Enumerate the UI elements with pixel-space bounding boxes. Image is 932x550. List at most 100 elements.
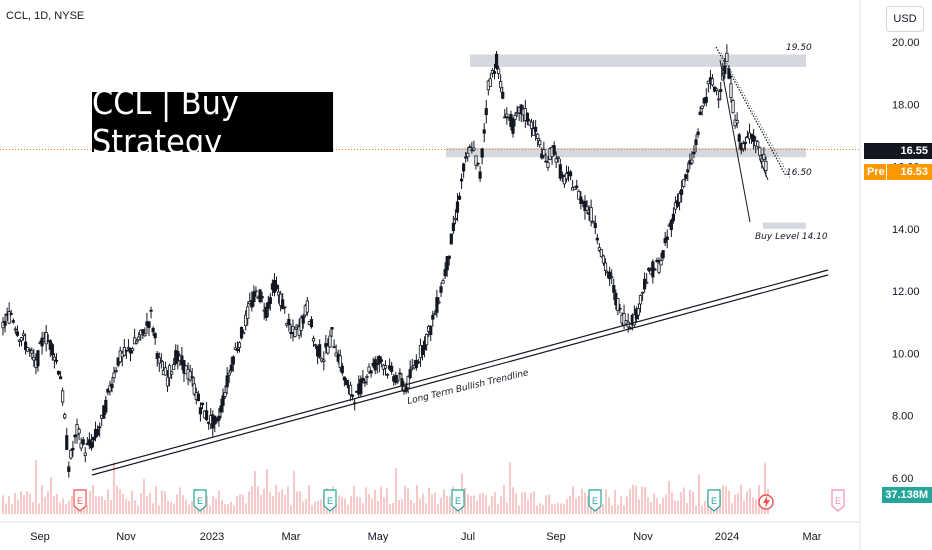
candle-body bbox=[50, 344, 54, 356]
volume-bar bbox=[356, 497, 358, 514]
candle-body bbox=[390, 365, 394, 372]
candle-body bbox=[73, 434, 77, 438]
candle-body bbox=[340, 365, 344, 374]
volume-bar bbox=[164, 491, 166, 514]
volume-bar bbox=[260, 495, 262, 514]
candle-body bbox=[229, 364, 233, 372]
candle-body bbox=[501, 91, 505, 99]
candle-body bbox=[342, 376, 346, 381]
candle-body bbox=[406, 375, 410, 389]
support-zone bbox=[446, 147, 806, 158]
candle-body bbox=[542, 149, 546, 156]
volume-bar bbox=[692, 491, 694, 514]
volume-bar bbox=[686, 503, 688, 514]
volume-bar bbox=[416, 484, 418, 514]
candle-body bbox=[311, 337, 316, 342]
candle-body bbox=[603, 262, 608, 271]
volume-bar bbox=[242, 494, 244, 514]
volume-bar bbox=[467, 494, 469, 514]
buy-zone bbox=[763, 222, 806, 229]
candle-body bbox=[653, 268, 657, 271]
volume-bar bbox=[557, 502, 559, 514]
volume-bar bbox=[509, 462, 511, 514]
volume-bar bbox=[422, 493, 424, 514]
earnings-icon bbox=[831, 489, 845, 512]
volume-bar bbox=[659, 503, 661, 514]
candle-body bbox=[149, 309, 153, 312]
volume-bar bbox=[263, 488, 265, 514]
candle-body bbox=[287, 318, 291, 325]
volume-bar bbox=[428, 487, 430, 514]
volume-bar bbox=[419, 498, 421, 514]
volume-bar bbox=[476, 500, 478, 514]
candle-body bbox=[21, 333, 26, 337]
candle-body bbox=[647, 268, 651, 271]
volume-tag: 37.138M bbox=[882, 487, 932, 503]
candle-body bbox=[762, 154, 766, 160]
volume-bar bbox=[560, 503, 562, 514]
candle-body bbox=[692, 151, 696, 155]
trendline-label: Long Term Bullish Trendline bbox=[406, 368, 530, 407]
candle-body bbox=[375, 363, 379, 365]
volume-bar bbox=[536, 505, 538, 514]
volume-bar bbox=[665, 494, 667, 514]
candle-body bbox=[141, 329, 145, 334]
candle-body bbox=[332, 346, 336, 349]
volume-bar bbox=[698, 474, 700, 514]
candle-body bbox=[32, 356, 36, 361]
volume-bar bbox=[317, 500, 319, 514]
volume-bar bbox=[188, 504, 190, 514]
candle-body bbox=[618, 307, 622, 310]
volume-bar bbox=[551, 504, 553, 514]
volume-bar bbox=[620, 496, 622, 514]
volume-bar bbox=[389, 504, 391, 514]
candle-body bbox=[445, 256, 449, 271]
earnings-icon bbox=[323, 489, 337, 512]
candle-body bbox=[408, 369, 412, 378]
candle-body bbox=[416, 361, 421, 364]
candle-body bbox=[112, 372, 116, 379]
candle-body bbox=[429, 325, 433, 336]
candle-body bbox=[455, 201, 460, 213]
volume-bar bbox=[308, 484, 310, 514]
candle-body bbox=[632, 314, 636, 326]
volume-bar bbox=[29, 493, 31, 514]
candle-body bbox=[3, 320, 7, 326]
candle-body bbox=[443, 269, 447, 277]
candle-body bbox=[459, 178, 464, 182]
volume-bar bbox=[386, 488, 388, 514]
volume-bar bbox=[695, 505, 697, 514]
candle-body bbox=[268, 297, 272, 304]
volume-bar bbox=[239, 494, 241, 514]
currency-button[interactable]: USD bbox=[886, 6, 924, 32]
earnings-icon-letter: E bbox=[197, 496, 203, 506]
volume-bar bbox=[716, 505, 718, 514]
candle-body bbox=[743, 141, 747, 144]
volume-bar bbox=[47, 491, 49, 514]
volume-bar bbox=[506, 502, 508, 514]
volume-bar bbox=[524, 492, 526, 514]
candle-body bbox=[24, 341, 28, 350]
candle-body bbox=[330, 327, 334, 330]
volume-bar bbox=[140, 493, 142, 514]
volume-bar bbox=[143, 479, 145, 514]
volume-bar bbox=[134, 500, 136, 514]
volume-bar bbox=[602, 503, 604, 514]
descending-dotted-line bbox=[720, 52, 791, 179]
volume-bar bbox=[731, 503, 733, 514]
candle-body bbox=[385, 373, 390, 376]
volume-bar bbox=[122, 493, 124, 514]
candle-body bbox=[313, 344, 318, 347]
candle-body bbox=[441, 280, 445, 284]
earnings-icon bbox=[73, 489, 87, 512]
candle-body bbox=[326, 345, 330, 354]
candle-body bbox=[52, 356, 57, 361]
candle-body bbox=[568, 171, 573, 177]
volume-bar bbox=[380, 486, 382, 514]
volume-bar bbox=[563, 503, 565, 514]
volume-bar bbox=[617, 505, 619, 514]
volume-bar bbox=[377, 500, 379, 514]
candle-body bbox=[153, 333, 157, 339]
volume-bar bbox=[11, 504, 13, 514]
